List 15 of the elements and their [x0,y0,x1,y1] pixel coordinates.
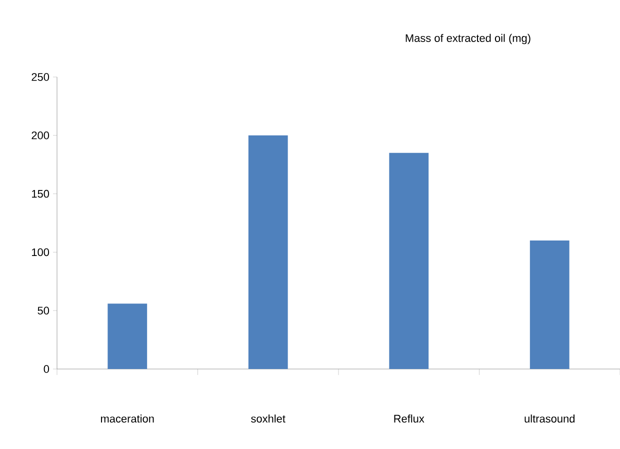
y-tick-label: 200 [32,132,50,140]
x-tick-label: ultrasound [524,414,575,423]
y-tick-label: 0 [44,365,50,373]
x-tick-label: soxhlet [251,414,286,423]
bar [248,135,288,369]
y-tick-label: 100 [32,248,50,256]
bar [108,304,148,369]
bar [389,152,429,369]
x-tick-label: Reflux [394,414,424,423]
x-tick-label: maceration [101,414,154,423]
chart-title: Mass of extracted oil (mg) [406,34,530,44]
y-tick-label: 50 [38,306,50,314]
y-tick-label: 250 [32,73,50,81]
bar [530,240,570,369]
y-tick-label: 150 [32,190,50,198]
